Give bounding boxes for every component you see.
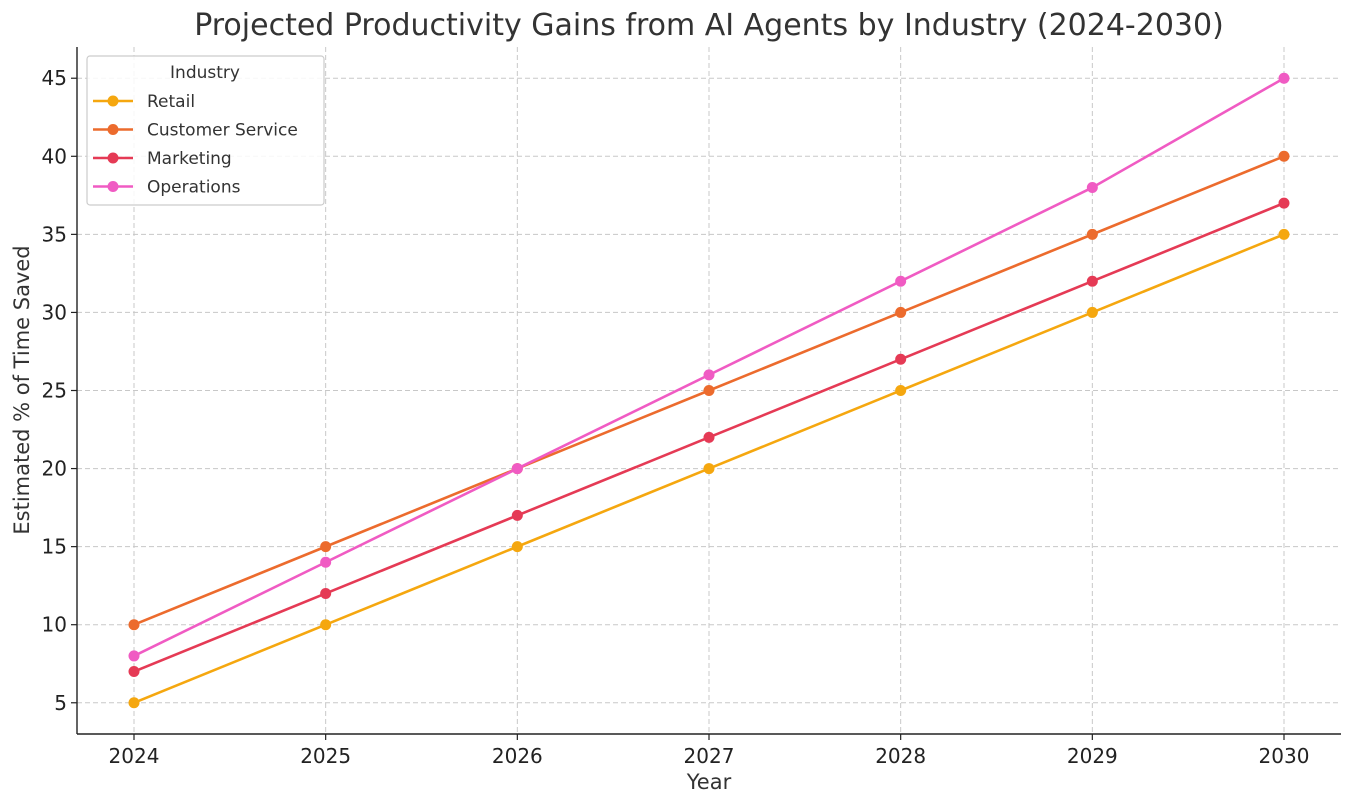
x-tick-label: 2024	[109, 744, 160, 768]
y-tick-label: 35	[42, 222, 67, 246]
legend-label: Retail	[147, 92, 195, 112]
data-point-retail	[895, 385, 907, 396]
x-axis-label: Year	[686, 770, 732, 794]
data-point-customer-service	[1086, 228, 1098, 240]
legend-swatch-marker	[107, 181, 119, 192]
legend-swatch-marker	[107, 95, 119, 107]
data-point-marketing	[895, 353, 907, 365]
data-point-retail	[320, 619, 332, 631]
legend-swatch-marker	[107, 152, 119, 164]
legend-swatch-marker	[107, 124, 119, 135]
y-axis-label: Estimated % of Time Saved	[10, 245, 34, 534]
data-point-retail	[1278, 228, 1290, 240]
series-customer-service	[128, 150, 1290, 631]
data-point-marketing	[1086, 275, 1098, 287]
y-axis-ticks: 5 10 15 20 25 30 35 40 45	[42, 66, 77, 715]
y-tick-label: 45	[42, 66, 67, 90]
y-tick-label: 10	[42, 613, 67, 637]
series-marketing	[128, 197, 1290, 678]
data-point-marketing	[511, 509, 523, 521]
legend-item-customer-service: Customer Service	[93, 121, 298, 141]
y-tick-label: 30	[42, 300, 67, 324]
legend-title: Industry	[170, 63, 240, 83]
data-point-marketing	[1278, 197, 1290, 209]
legend-items: Retail Customer Service Marketing Operation…	[93, 92, 298, 198]
data-point-marketing	[703, 431, 715, 443]
legend-item-retail: Retail	[93, 92, 195, 112]
data-point-operations	[128, 650, 140, 662]
data-point-operations	[1086, 182, 1098, 194]
series-operations	[128, 72, 1290, 662]
data-point-operations	[703, 369, 715, 381]
x-tick-label: 2029	[1067, 744, 1118, 768]
data-point-customer-service	[895, 306, 907, 318]
legend-label: Marketing	[147, 149, 232, 169]
legend-box	[86, 55, 325, 206]
x-axis-ticks: 2024 2025 2026 2027 2028 2029 2030	[109, 734, 1310, 768]
x-tick-label: 2026	[492, 744, 543, 768]
data-point-retail	[128, 697, 140, 709]
data-point-customer-service	[128, 619, 140, 631]
data-point-marketing	[320, 587, 332, 599]
data-point-retail	[703, 463, 715, 475]
data-point-operations	[320, 556, 332, 568]
y-tick-label: 20	[42, 457, 67, 481]
y-tick-label: 5	[54, 691, 67, 715]
data-point-operations	[511, 463, 523, 475]
x-tick-label: 2027	[684, 744, 735, 768]
data-point-operations	[1278, 72, 1290, 84]
legend-label: Customer Service	[147, 121, 298, 141]
x-tick-label: 2025	[300, 744, 351, 768]
data-point-customer-service	[320, 541, 332, 553]
data-point-customer-service	[1278, 150, 1290, 162]
x-tick-label: 2028	[875, 744, 926, 768]
data-point-operations	[895, 275, 907, 287]
data-point-retail	[511, 541, 523, 553]
y-tick-label: 15	[42, 535, 67, 559]
legend-label: Operations	[147, 178, 241, 198]
chart-title: Projected Productivity Gains from AI Age…	[194, 8, 1224, 43]
y-tick-label: 25	[42, 379, 67, 403]
y-tick-label: 40	[42, 144, 67, 168]
data-point-customer-service	[703, 385, 715, 396]
data-point-marketing	[128, 666, 140, 678]
x-tick-label: 2030	[1259, 744, 1310, 768]
series-retail	[128, 228, 1290, 709]
legend-item-operations: Operations	[93, 178, 241, 198]
legend-item-marketing: Marketing	[93, 149, 232, 169]
legend: Industry Retail Customer Service Marketing…	[86, 55, 325, 206]
series-lines	[128, 72, 1290, 709]
data-point-retail	[1086, 306, 1098, 318]
